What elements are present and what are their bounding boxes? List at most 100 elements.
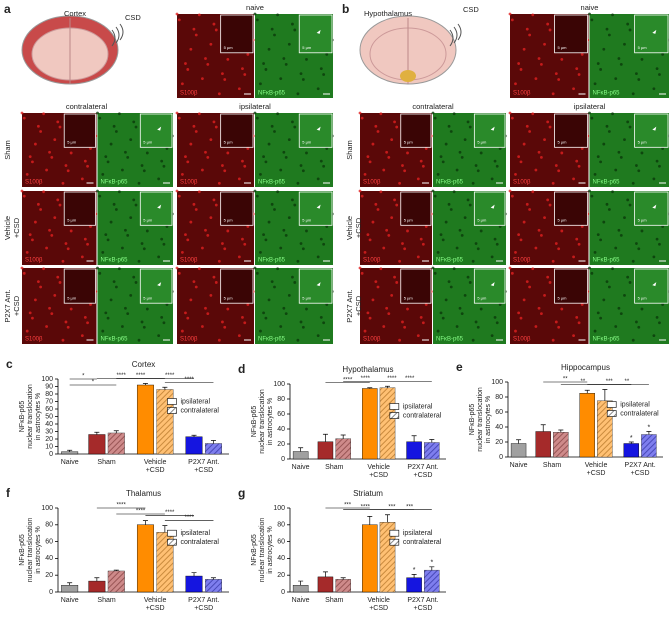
cell bbox=[444, 142, 448, 146]
bar bbox=[317, 576, 334, 593]
inset bbox=[400, 191, 432, 226]
cell bbox=[83, 316, 87, 319]
cell bbox=[476, 325, 480, 329]
cell bbox=[264, 238, 268, 242]
cell bbox=[623, 138, 626, 142]
cell bbox=[514, 82, 517, 86]
cell bbox=[282, 57, 286, 60]
cell bbox=[279, 325, 283, 328]
chart-title: Striatum bbox=[353, 489, 383, 498]
cell bbox=[635, 72, 638, 76]
cell bbox=[360, 271, 364, 275]
scale-label: 5 µm bbox=[404, 295, 414, 300]
cell bbox=[276, 112, 280, 116]
channel-label: NFκB-p65 bbox=[101, 180, 129, 186]
cell bbox=[53, 293, 57, 297]
significance-label: **** bbox=[184, 377, 194, 383]
arrowhead bbox=[157, 126, 162, 131]
error-bar bbox=[558, 429, 564, 433]
cell bbox=[96, 111, 99, 115]
cell bbox=[214, 28, 218, 32]
inset bbox=[220, 113, 254, 148]
legend-label: contralateral bbox=[180, 407, 219, 414]
cell bbox=[406, 229, 409, 233]
y-axis-label: NFκB-p65 bbox=[251, 406, 258, 438]
cell bbox=[431, 189, 435, 193]
cell bbox=[301, 247, 305, 251]
cell bbox=[165, 303, 169, 306]
cell bbox=[403, 169, 407, 173]
cell bbox=[596, 155, 600, 159]
cell bbox=[631, 338, 635, 342]
error-bar bbox=[340, 577, 346, 580]
cell bbox=[401, 242, 404, 245]
significance-label: * bbox=[82, 374, 85, 380]
cell bbox=[180, 173, 184, 176]
significance-label: * bbox=[430, 560, 433, 567]
cell bbox=[305, 229, 308, 233]
cell bbox=[376, 208, 380, 211]
significance-label: **** bbox=[116, 503, 126, 509]
cell bbox=[498, 147, 502, 150]
channel-label: NFκB-p65 bbox=[101, 258, 129, 264]
cell bbox=[468, 203, 472, 207]
cell bbox=[534, 77, 538, 81]
cell bbox=[39, 208, 43, 211]
error-bar bbox=[113, 430, 119, 433]
channel-label: NFκB-p65 bbox=[258, 180, 286, 186]
inset bbox=[220, 268, 254, 304]
cell bbox=[614, 246, 618, 250]
error-bar bbox=[67, 449, 73, 452]
inset bbox=[139, 191, 173, 226]
cell bbox=[661, 52, 665, 56]
cell bbox=[416, 177, 420, 181]
cell bbox=[390, 216, 394, 220]
cell bbox=[637, 325, 641, 329]
cell bbox=[358, 111, 362, 115]
bar bbox=[61, 451, 79, 455]
cell bbox=[548, 281, 552, 284]
cell bbox=[363, 173, 367, 176]
cell bbox=[160, 316, 164, 319]
cell bbox=[619, 234, 623, 237]
x-tick-label: Sham bbox=[97, 459, 115, 466]
y-tick-label: 60 bbox=[277, 538, 285, 545]
cell bbox=[661, 303, 665, 306]
cell bbox=[243, 321, 247, 325]
cell bbox=[184, 311, 187, 315]
cell bbox=[226, 229, 230, 233]
y-tick-label: 40 bbox=[495, 424, 503, 431]
channel-label: S100β bbox=[513, 337, 531, 343]
cell bbox=[525, 27, 529, 31]
arrowhead bbox=[652, 204, 657, 209]
cell bbox=[204, 228, 207, 232]
x-tick-label: P2X7 Ant. bbox=[625, 462, 656, 469]
cell bbox=[588, 12, 591, 16]
y-tick-label: 50 bbox=[45, 413, 53, 420]
cell bbox=[226, 151, 230, 155]
cell bbox=[557, 325, 561, 329]
cell bbox=[206, 156, 210, 159]
bar-hatch bbox=[108, 571, 125, 592]
cell bbox=[45, 246, 48, 250]
cell bbox=[273, 130, 276, 133]
channel-label: S100β bbox=[180, 91, 198, 97]
cell bbox=[132, 198, 136, 202]
cell bbox=[510, 116, 514, 120]
csd-wave bbox=[449, 29, 454, 47]
cell bbox=[296, 92, 300, 96]
cell bbox=[614, 77, 618, 81]
error-bar bbox=[367, 387, 373, 389]
cell bbox=[217, 181, 221, 185]
cell bbox=[590, 18, 594, 22]
bar-hatch bbox=[205, 443, 222, 454]
channel-label: NFκB-p65 bbox=[593, 258, 621, 264]
panel-letter: d bbox=[238, 362, 245, 376]
cell bbox=[186, 160, 190, 164]
significance-label: *** bbox=[388, 504, 396, 510]
cell bbox=[291, 22, 294, 26]
cell bbox=[519, 68, 523, 71]
y-axis-label: nuclear translocation bbox=[477, 387, 484, 452]
cell bbox=[514, 329, 517, 333]
cell bbox=[458, 306, 462, 310]
